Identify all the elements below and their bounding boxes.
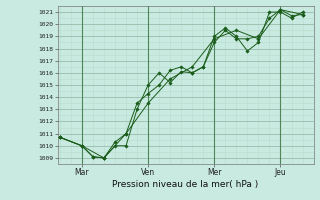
X-axis label: Pression niveau de la mer( hPa ): Pression niveau de la mer( hPa )	[112, 180, 259, 189]
